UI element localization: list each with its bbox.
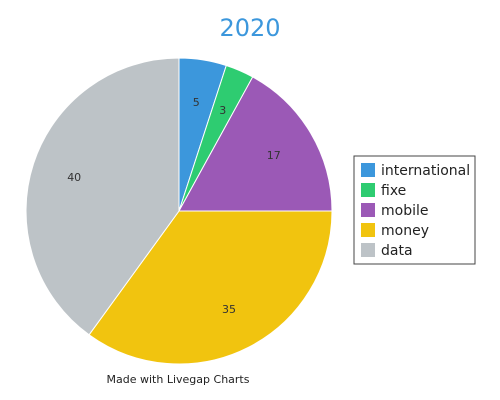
legend-swatch-fixe: [361, 183, 375, 197]
slice-value-label-fixe: 3: [219, 104, 226, 117]
slice-value-label-international: 5: [193, 96, 200, 109]
legend-label-data: data: [381, 243, 413, 259]
footer-credit: Made with Livegap Charts: [107, 373, 250, 386]
legend-swatch-money: [361, 223, 375, 237]
legend-items: international fixe mobile money data: [361, 163, 470, 259]
pie-slice-labels: 5 3 17 35 40: [67, 96, 281, 316]
legend-label-money: money: [381, 223, 429, 239]
legend-label-fixe: fixe: [381, 183, 406, 199]
pie-slice-mobile: [178, 76, 333, 212]
legend: international fixe mobile money data: [353, 155, 476, 265]
slice-value-label-data: 40: [67, 171, 81, 184]
chart-title: 2020: [219, 14, 280, 42]
legend-label-mobile: mobile: [381, 203, 428, 219]
pie-slices: [25, 57, 333, 365]
legend-swatch-mobile: [361, 203, 375, 217]
legend-swatch-international: [361, 163, 375, 177]
slice-value-label-money: 35: [222, 303, 236, 316]
slice-value-label-mobile: 17: [267, 149, 281, 162]
pie-slice-data: [25, 57, 180, 336]
pie-slice-money: [88, 210, 333, 365]
legend-swatch-data: [361, 243, 375, 257]
legend-label-international: international: [381, 163, 470, 179]
